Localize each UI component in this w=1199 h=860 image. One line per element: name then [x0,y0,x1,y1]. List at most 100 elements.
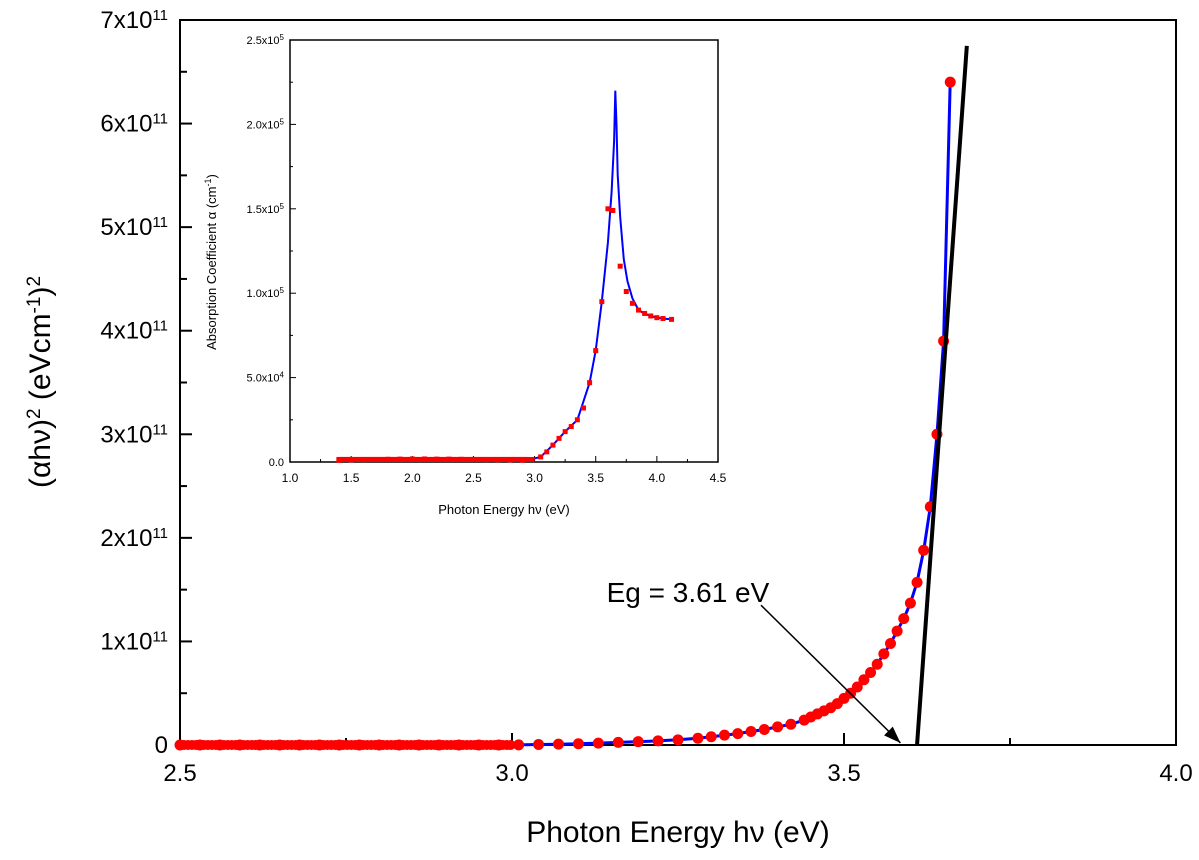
inset-x-tick-label: 2.5 [465,471,482,485]
inset-data-point [654,315,660,321]
data-point [493,739,505,751]
inset-plot: 1.0 1.5 2.0 2.5 3.0 3.5 4.0 4.5 0.0 5.0x104 1.0x10… [203,33,727,518]
data-point [865,667,877,678]
data-point [758,723,770,735]
inset-y-axis-label: Absorption Coefficient α (cm-1) [203,174,219,350]
inset-data-point [623,289,629,295]
inset-data-point [599,299,605,305]
y-tick-label: 3x1011 [100,421,168,449]
inset-data-point [373,456,379,462]
inset-data-point [550,442,556,448]
inset-y-tick-label: 1.0x105 [247,286,285,301]
y-axis-label: (αhν)2 (eVcm-1)2 [24,276,58,488]
data-point [453,739,465,751]
data-point [718,729,730,741]
data-point [692,732,704,744]
main-series [174,45,969,751]
data-point [884,638,896,649]
inset-data-point [446,456,452,462]
inset-data-point [593,348,599,354]
inset-data-point [470,456,476,462]
data-point [891,625,903,637]
inset-data-point [574,417,580,423]
x-axis-label: Photon Energy hν (eV) [526,816,830,849]
inset-data-point [580,405,586,411]
data-point [505,740,516,750]
data-point [274,739,286,751]
eg-arrow-line [760,604,901,744]
inset-data-point [385,456,391,462]
inset-data-point [529,456,535,462]
inset-data-point [538,454,544,460]
inset-data-point [568,424,574,430]
data-point [898,613,910,625]
y-tick-label: 1x1011 [100,628,168,656]
eg-arrow-head [884,726,901,743]
main-ticks: 2.5 3.0 3.5 4.0 0 1x1011 2x1011 3x1011 4x1011 5x1… [100,7,1192,788]
data-point [552,738,564,750]
inset-y-tick-label: 2.0x105 [247,117,285,132]
inset-data-point [458,456,464,462]
data-point [592,737,604,749]
data-point [705,731,717,743]
main-annotation: Eg = 3.61 eV [607,577,901,744]
inset-data-point [495,457,501,463]
inset-y-tick-label: 5.0x104 [247,370,285,385]
inset-x-tick-label: 1.5 [343,471,360,485]
y-tick-label: 2x1011 [100,524,168,552]
inset-data-point [336,457,342,463]
data-point [174,739,186,751]
y-tick-label: 6x1011 [100,110,168,138]
inset-data-point [636,307,642,313]
y-tick-label: 0 [155,732,168,759]
inset-ticks: 1.0 1.5 2.0 2.5 3.0 3.5 4.0 4.5 0.0 5.0x104 1.0x10… [247,33,727,486]
data-point [745,726,757,738]
data-point [772,721,784,733]
inset-data-point [544,449,550,455]
eg-label: Eg = 3.61 eV [607,577,770,608]
inset-x-tick-label: 3.5 [587,471,604,485]
data-point [254,739,266,751]
data-point [572,738,584,750]
data-point [911,576,923,588]
inset-x-tick-label: 1.0 [282,471,299,485]
data-point [632,736,644,748]
inset-x-tick-label: 4.5 [710,471,727,485]
inset-data-point [617,263,623,269]
data-point [652,735,664,747]
inset-data-point [397,456,403,462]
inset-y-tick-label: 0.0 [269,457,284,469]
y-tick-label: 4x1011 [100,317,168,345]
inset-data-point [669,316,675,322]
fit-line [915,45,969,746]
y-tick-label: 7x1011 [100,7,168,35]
data-point [373,739,385,751]
data-point [732,728,744,740]
inset-data-point [507,457,513,463]
svg-text:Absorption Coefficient α (cm-1: Absorption Coefficient α (cm-1) [203,174,219,350]
x-tick-label: 3.0 [495,760,528,787]
x-tick-label: 3.5 [827,760,860,787]
data-point [612,736,624,748]
inset-data-point [434,456,440,462]
data-point [785,718,797,730]
data-point [313,739,325,751]
svg-text:(αhν)2 (eVcm-1)2: (αhν)2 (eVcm-1)2 [24,276,58,488]
data-point [871,658,883,670]
data-point [533,738,545,750]
main-plot: 2.5 3.0 3.5 4.0 0 1x1011 2x1011 3x1011 4x1011 5x1… [24,7,1193,850]
inset-data-point [409,456,415,462]
inset-data-point [562,429,568,435]
inset-data-point [629,300,635,306]
x-tick-label: 4.0 [1159,760,1192,787]
data-point [353,739,365,751]
data-point [294,739,306,751]
inset-x-tick-label: 2.0 [404,471,421,485]
inset-data-point [660,316,666,322]
inset-data-point [519,457,525,463]
inset-data-point [648,313,654,319]
inset-y-tick-label: 2.5x105 [247,33,285,48]
inset-data-point [605,206,611,212]
y-tick-label: 5x1011 [100,214,168,242]
